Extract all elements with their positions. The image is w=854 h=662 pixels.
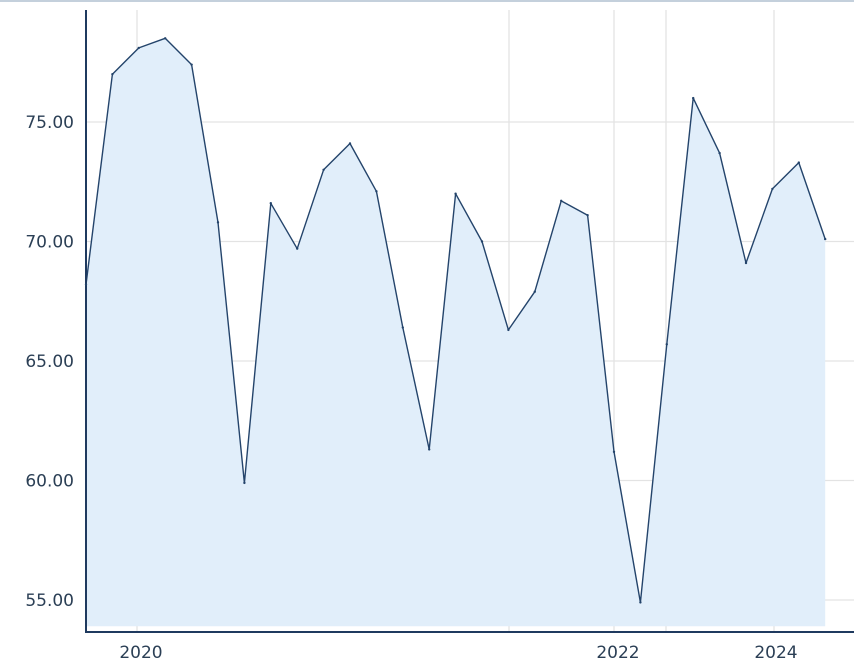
data-point [797,161,800,164]
data-point [216,221,220,224]
data-point [533,290,536,293]
data-point [771,187,774,191]
series-area [86,38,826,627]
x-tick-labels: 2020 2022 2024 [119,643,797,662]
data-point [612,450,616,454]
y-tick-label: 55.00 [25,591,74,611]
y-tick-label: 60.00 [25,472,74,492]
data-point [718,151,721,155]
data-point [111,73,114,76]
y-tick-label: 65.00 [25,352,74,372]
data-point [401,326,404,329]
data-point [507,328,510,332]
data-point [665,343,668,346]
data-point [164,37,167,40]
data-point [243,481,246,485]
x-tick-label: 2024 [754,643,797,662]
data-point [348,142,352,145]
data-point [322,168,325,171]
data-point [586,214,589,217]
y-tick-labels: 55.00 60.00 65.00 70.00 75.00 [25,113,74,611]
data-point [639,601,642,604]
y-tick-label: 70.00 [25,233,74,253]
data-point [480,240,484,243]
data-point [744,261,748,265]
data-point [269,202,272,205]
x-tick-label: 2020 [119,643,162,662]
data-point [190,63,193,66]
data-point [296,247,299,250]
data-point [454,192,457,195]
data-point [692,96,695,100]
data-point [560,199,563,203]
data-point [375,190,378,193]
data-point [428,448,431,451]
y-tick-label: 75.00 [25,113,74,133]
data-point [84,283,88,286]
data-point [824,237,827,241]
data-point [137,46,140,50]
x-tick-label: 2022 [596,643,639,662]
